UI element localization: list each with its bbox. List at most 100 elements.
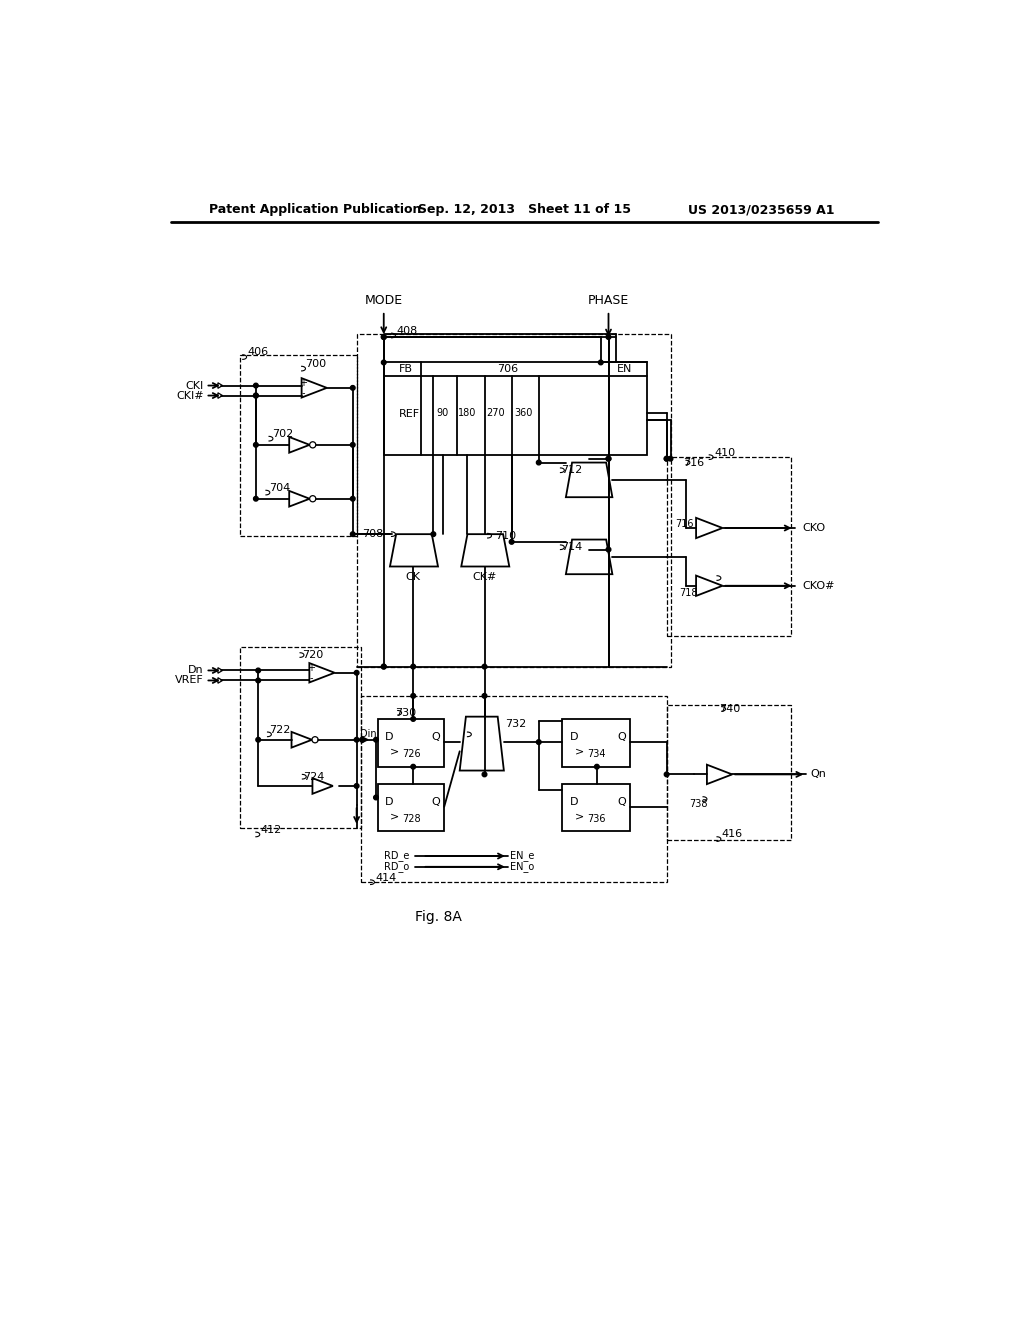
Circle shape: [256, 678, 260, 682]
Circle shape: [411, 764, 416, 770]
Text: MODE: MODE: [365, 294, 402, 308]
Text: 720: 720: [302, 649, 324, 660]
Text: >: >: [390, 746, 399, 756]
Text: REF: REF: [399, 409, 421, 418]
Text: -: -: [301, 388, 305, 399]
Circle shape: [411, 664, 416, 669]
Text: 708: 708: [362, 529, 384, 539]
Text: 714: 714: [561, 543, 582, 552]
Circle shape: [509, 540, 514, 544]
Text: >: >: [574, 812, 584, 822]
Text: EN: EN: [616, 363, 632, 374]
Circle shape: [350, 442, 355, 447]
Circle shape: [606, 457, 611, 461]
Circle shape: [411, 717, 416, 721]
Circle shape: [354, 784, 359, 788]
Circle shape: [482, 693, 486, 698]
Text: Fig. 8A: Fig. 8A: [415, 909, 462, 924]
Text: Dn: Dn: [188, 665, 204, 676]
Circle shape: [606, 548, 611, 552]
Text: 180: 180: [458, 408, 476, 417]
Text: 732: 732: [506, 719, 526, 730]
Text: 710: 710: [496, 531, 516, 541]
Text: 270: 270: [486, 408, 505, 417]
Text: Sep. 12, 2013   Sheet 11 of 15: Sep. 12, 2013 Sheet 11 of 15: [418, 203, 632, 216]
Text: 728: 728: [402, 814, 421, 824]
Text: CKO: CKO: [802, 523, 825, 533]
Circle shape: [606, 457, 611, 461]
Bar: [384, 363, 647, 455]
Text: 412: 412: [261, 825, 282, 834]
Circle shape: [254, 393, 258, 397]
Text: RD_e: RD_e: [384, 850, 410, 862]
Text: 724: 724: [303, 772, 325, 781]
Text: 416: 416: [722, 829, 743, 840]
Text: CKI#: CKI#: [176, 391, 204, 400]
Bar: [378, 784, 444, 832]
Circle shape: [411, 693, 416, 698]
Circle shape: [669, 457, 673, 461]
Text: US 2013/0235659 A1: US 2013/0235659 A1: [688, 203, 835, 216]
Text: 712: 712: [561, 465, 582, 475]
Bar: [562, 719, 630, 767]
Circle shape: [381, 335, 386, 339]
Text: >: >: [390, 812, 399, 822]
Text: D: D: [569, 797, 579, 807]
Text: 90: 90: [436, 408, 449, 417]
Circle shape: [256, 738, 260, 742]
Text: 740: 740: [719, 704, 740, 714]
Circle shape: [482, 664, 486, 669]
Text: CKI: CKI: [185, 380, 204, 391]
Text: D: D: [385, 733, 394, 742]
Text: Din: Din: [360, 730, 377, 739]
Text: 716: 716: [675, 519, 693, 529]
Circle shape: [665, 772, 669, 776]
Text: 706: 706: [498, 363, 518, 374]
Bar: [241, 355, 356, 536]
Circle shape: [254, 496, 258, 502]
Text: D: D: [569, 733, 579, 742]
Text: 406: 406: [248, 347, 268, 358]
Bar: [378, 719, 444, 767]
Text: Q: Q: [432, 733, 440, 742]
Text: 414: 414: [376, 873, 396, 883]
Circle shape: [254, 442, 258, 447]
Text: 736: 736: [587, 814, 605, 824]
Text: 360: 360: [514, 408, 532, 417]
Circle shape: [254, 383, 258, 388]
Text: +: +: [307, 663, 315, 673]
Circle shape: [381, 335, 386, 339]
Text: CKO#: CKO#: [802, 581, 835, 591]
Circle shape: [350, 532, 355, 536]
Text: Patent Application Publication: Patent Application Publication: [209, 203, 422, 216]
Text: 408: 408: [396, 326, 418, 335]
Bar: [241, 647, 360, 829]
Circle shape: [374, 795, 378, 800]
Text: >: >: [574, 746, 584, 756]
Circle shape: [374, 738, 378, 742]
Text: FB: FB: [399, 363, 414, 374]
Text: VREF: VREF: [175, 676, 204, 685]
Text: 734: 734: [587, 748, 605, 759]
Text: 410: 410: [714, 447, 735, 458]
Text: Q: Q: [432, 797, 440, 807]
Text: EN_e: EN_e: [510, 850, 535, 862]
Text: CK: CK: [406, 572, 421, 582]
Text: 718: 718: [679, 589, 697, 598]
Text: CK#: CK#: [472, 572, 497, 582]
Circle shape: [606, 335, 611, 339]
Bar: [667, 457, 791, 636]
Circle shape: [537, 461, 541, 465]
Text: 702: 702: [272, 429, 294, 440]
Circle shape: [354, 671, 359, 675]
Circle shape: [256, 668, 260, 673]
Circle shape: [354, 738, 359, 742]
Text: 700: 700: [305, 359, 326, 370]
Text: 726: 726: [402, 748, 421, 759]
Text: 704: 704: [269, 483, 291, 492]
Circle shape: [537, 739, 541, 744]
Bar: [356, 334, 671, 667]
Circle shape: [665, 457, 669, 461]
Text: +: +: [299, 379, 307, 388]
Circle shape: [598, 360, 603, 364]
